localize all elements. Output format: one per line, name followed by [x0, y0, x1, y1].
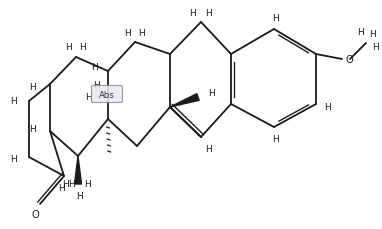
Text: H: H: [273, 135, 279, 144]
Text: H: H: [10, 155, 17, 164]
Text: H: H: [77, 192, 83, 201]
Text: O: O: [31, 209, 39, 219]
Text: H: H: [69, 180, 75, 189]
Text: H: H: [372, 42, 379, 51]
Text: H: H: [91, 63, 98, 72]
Text: H: H: [273, 14, 279, 22]
Text: H: H: [29, 125, 36, 134]
Text: H: H: [79, 43, 86, 52]
Text: H: H: [325, 102, 331, 111]
Text: H: H: [94, 80, 100, 89]
Text: H: H: [85, 180, 91, 189]
Text: H: H: [29, 82, 36, 91]
Text: H: H: [189, 8, 196, 17]
Text: H: H: [209, 88, 215, 97]
Text: H: H: [66, 43, 72, 52]
Text: H: H: [206, 8, 212, 17]
Text: H: H: [139, 28, 146, 37]
Text: H: H: [58, 184, 65, 193]
Text: H: H: [370, 29, 376, 38]
Polygon shape: [74, 156, 81, 184]
Text: Abs: Abs: [99, 90, 115, 99]
Text: O: O: [346, 55, 354, 65]
Text: H: H: [125, 28, 131, 37]
Text: H: H: [206, 145, 212, 154]
FancyBboxPatch shape: [92, 86, 123, 103]
Text: H: H: [63, 180, 70, 189]
Text: H: H: [358, 27, 364, 36]
Text: H: H: [86, 93, 92, 102]
Text: H: H: [10, 97, 17, 106]
Polygon shape: [170, 94, 199, 108]
